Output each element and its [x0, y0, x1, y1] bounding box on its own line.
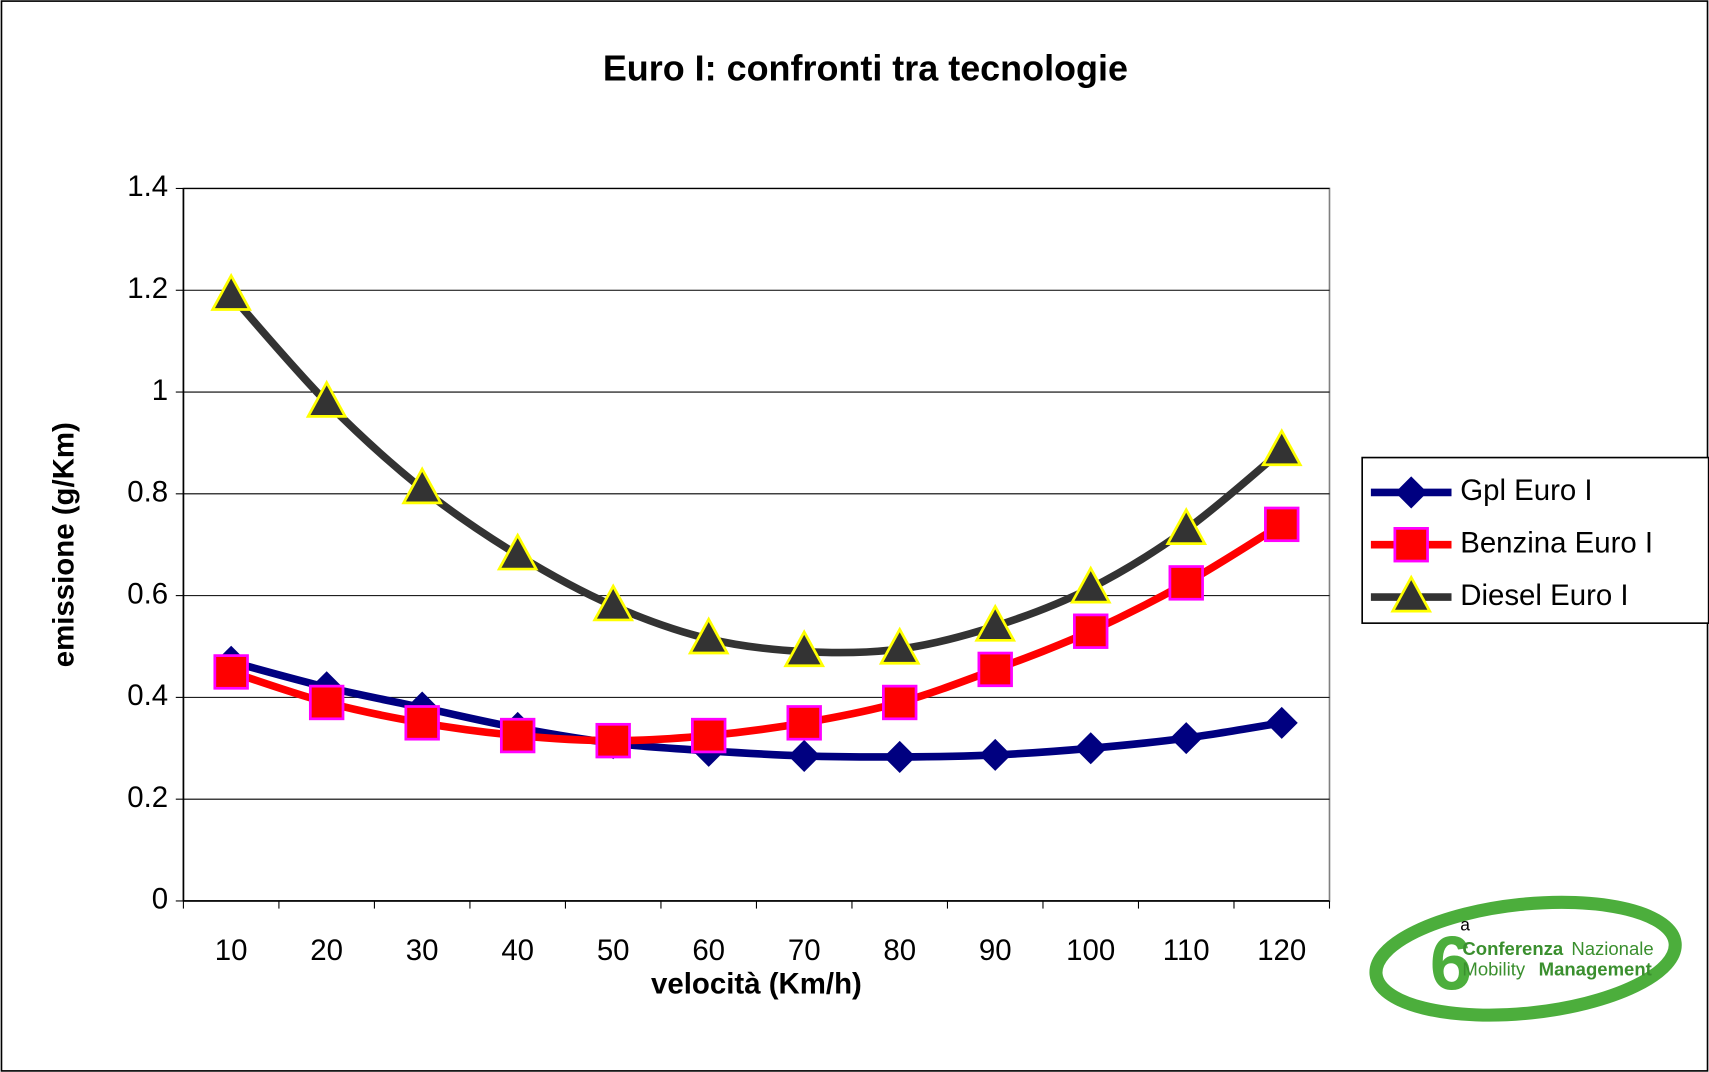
x-tick-label: 90	[979, 934, 1012, 967]
marker	[308, 684, 345, 721]
plot-area	[182, 187, 1331, 902]
marker	[977, 651, 1013, 688]
logo-text: Conferenza	[1462, 938, 1564, 959]
marker	[878, 626, 921, 665]
legend-label: Gpl Euro I	[1460, 474, 1592, 507]
marker	[1395, 476, 1428, 509]
y-tick-label: 1	[152, 374, 168, 407]
logo-ring	[1369, 895, 1682, 1022]
x-tick-label: 120	[1257, 934, 1306, 967]
x-axis-label: velocità (Km/h)	[651, 968, 862, 1001]
marker	[499, 717, 536, 754]
x-tick-label: 30	[406, 934, 439, 967]
y-tick-label: 0.8	[127, 476, 168, 509]
marker	[974, 603, 1017, 642]
y-tick-label: 1.4	[127, 170, 168, 203]
marker	[979, 738, 1012, 771]
logo-text: Management	[1539, 959, 1652, 980]
logo-number: 6	[1430, 922, 1472, 1007]
marker	[1073, 613, 1109, 649]
x-tick-label: 50	[597, 934, 630, 967]
series-line	[228, 292, 1285, 657]
legend-label: Benzina Euro I	[1460, 526, 1653, 559]
marker	[401, 466, 443, 505]
x-tick-label: 10	[215, 934, 248, 967]
marker	[1165, 507, 1208, 545]
marker	[788, 739, 821, 772]
marker	[690, 717, 727, 754]
y-tick-label: 0.6	[127, 577, 168, 610]
y-axis-label: emissione (g/Km)	[48, 422, 81, 667]
x-tick-label: 110	[1163, 934, 1210, 967]
marker	[213, 654, 249, 690]
y-tick-label: 1.2	[127, 272, 168, 305]
marker	[595, 722, 631, 759]
marker	[1170, 722, 1203, 755]
marker	[1168, 565, 1204, 601]
marker	[786, 705, 822, 741]
y-tick-label: 0	[152, 883, 168, 916]
legend-label: Diesel Euro I	[1460, 579, 1628, 612]
marker	[882, 684, 918, 721]
x-tick-label: 80	[883, 934, 916, 967]
marker	[592, 583, 635, 622]
marker	[404, 705, 440, 741]
marker	[883, 740, 916, 773]
marker	[783, 629, 826, 668]
x-tick-label: 70	[788, 934, 821, 967]
y-tick-label: 0.4	[127, 679, 168, 712]
marker	[210, 272, 252, 311]
marker	[496, 532, 539, 571]
marker	[687, 616, 730, 655]
x-tick-label: 60	[692, 934, 725, 967]
x-tick-label: 100	[1066, 934, 1115, 967]
y-tick-label: 0.2	[127, 781, 168, 814]
marker	[1069, 565, 1112, 604]
marker	[1390, 574, 1433, 613]
logo-text: Nazionale	[1571, 938, 1653, 959]
logo-superscript: a	[1460, 915, 1470, 935]
logo: 6 a Conferenza Nazionale Mobility Manage…	[1369, 895, 1682, 1022]
marker	[305, 379, 348, 418]
marker	[1264, 506, 1300, 543]
marker	[1260, 428, 1303, 467]
logo-text: Mobility	[1462, 959, 1526, 980]
chart-title: Euro I: confronti tra tecnologie	[603, 47, 1128, 88]
x-tick-label: 40	[501, 934, 534, 967]
marker	[1074, 732, 1107, 765]
marker	[1265, 706, 1298, 739]
x-tick-label: 20	[310, 934, 343, 967]
marker	[1393, 527, 1429, 563]
